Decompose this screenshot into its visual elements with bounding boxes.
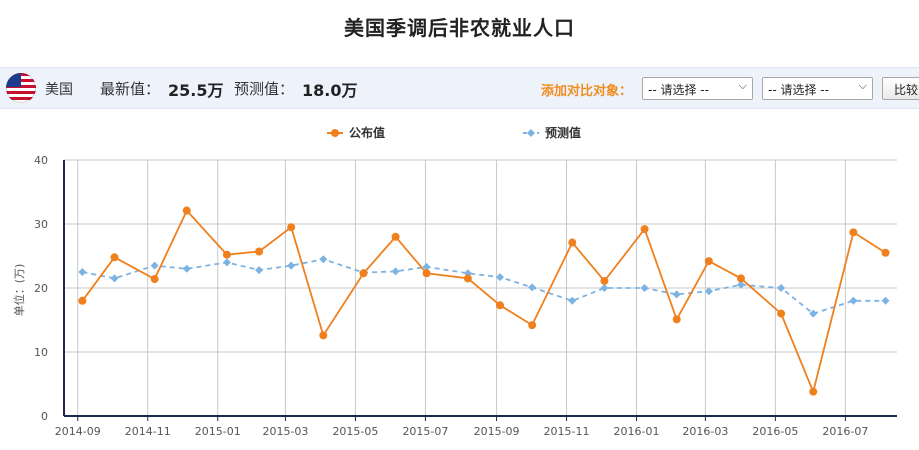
forecast-point[interactable] (528, 283, 537, 292)
forecast-point[interactable] (704, 287, 713, 296)
y-tick-label: 30 (34, 218, 48, 231)
series-published (78, 206, 890, 396)
published-point[interactable] (422, 269, 431, 278)
compare-select-2[interactable]: -- 请选择 -- ⌵ (762, 77, 873, 100)
published-point[interactable] (528, 321, 537, 330)
published-point[interactable] (359, 269, 368, 278)
y-tick-label: 10 (34, 346, 48, 359)
latest-value-label: 最新值： (100, 80, 161, 98)
published-point[interactable] (391, 232, 400, 241)
x-tick-label: 2016-03 (682, 425, 728, 438)
forecast-point[interactable] (736, 280, 745, 289)
forecast-point[interactable] (287, 261, 296, 270)
published-point[interactable] (736, 274, 745, 283)
published-point[interactable] (704, 257, 713, 266)
y-tick-label: 20 (34, 282, 48, 295)
published-point[interactable] (150, 275, 159, 284)
country-name: 美国 (45, 82, 73, 98)
published-point[interactable] (463, 274, 472, 283)
published-point[interactable] (672, 315, 681, 324)
published-point[interactable] (777, 309, 786, 318)
forecast-point[interactable] (78, 268, 87, 276)
chart: 公布值 预测值 0 10 20 30 40 2014-09 2014-11 2015-01 20… (12, 125, 897, 438)
series-forecast (78, 255, 890, 318)
published-point[interactable] (222, 250, 231, 259)
published-point[interactable] (182, 206, 191, 215)
forecast-line (82, 258, 886, 315)
y-axis-label: 单位：(万) (12, 264, 26, 317)
forecast-point[interactable] (496, 273, 505, 282)
x-tick-label: 2016-07 (822, 425, 868, 438)
forecast-point[interactable] (809, 309, 818, 318)
compare-select-1[interactable]: -- 请选择 -- ⌵ (642, 77, 753, 100)
x-tick-label: 2014-11 (125, 425, 171, 438)
x-tick-label: 2015-05 (332, 425, 378, 438)
forecast-point[interactable] (222, 258, 231, 267)
published-line (81, 208, 886, 395)
x-tick-label: 2015-09 (474, 425, 520, 438)
forecast-point[interactable] (672, 290, 681, 299)
us-flag-icon (6, 73, 36, 103)
forecast-point[interactable] (600, 284, 609, 292)
published-point[interactable] (255, 247, 264, 256)
latest-value: 25.5万 (168, 81, 224, 100)
forecast-value: 18.0万 (302, 81, 358, 100)
published-point[interactable] (600, 276, 609, 285)
published-point[interactable] (568, 238, 577, 247)
forecast-point[interactable] (150, 261, 159, 270)
grid (64, 159, 897, 416)
published-point[interactable] (849, 228, 858, 237)
x-tick-label: 2016-01 (614, 425, 660, 438)
forecast-value-label: 预测值： (234, 80, 295, 98)
x-tick-label: 2015-03 (262, 425, 308, 438)
compare-button[interactable]: 比较 (882, 77, 919, 100)
forecast-point[interactable] (640, 284, 649, 292)
legend-label-published: 公布值 (349, 125, 385, 140)
y-tick-label: 40 (34, 154, 48, 167)
x-tick-label: 2015-07 (402, 425, 448, 438)
compare-select-1-value: -- 请选择 -- (648, 83, 709, 97)
axes: 0 10 20 30 40 2014-09 2014-11 2015-01 2015-03 201… (34, 154, 897, 438)
forecast-point[interactable] (110, 274, 119, 283)
forecast-point[interactable] (568, 296, 577, 305)
legend-item-published[interactable]: 公布值 (327, 125, 385, 140)
page-title: 美国季调后非农就业人口 (344, 16, 575, 40)
compare-label: 添加对比对象： (541, 84, 633, 99)
compare-select-2-value: -- 请选择 -- (768, 83, 829, 97)
published-point[interactable] (881, 248, 890, 257)
forecast-point[interactable] (255, 266, 264, 275)
x-tick-label: 2014-09 (55, 425, 101, 438)
forecast-point[interactable] (422, 262, 431, 271)
published-point[interactable] (496, 301, 505, 310)
published-point[interactable] (640, 225, 649, 234)
published-point[interactable] (110, 253, 119, 262)
info-bar: 美国 最新值： 25.5万 预测值： 18.0万 添加对比对象： -- 请选择 … (0, 67, 919, 109)
forecast-point[interactable] (777, 284, 786, 292)
legend-label-forecast: 预测值 (545, 125, 581, 140)
legend: 公布值 预测值 (327, 125, 581, 140)
x-tick-label: 2015-11 (544, 425, 590, 438)
forecast-point[interactable] (319, 255, 328, 264)
published-point[interactable] (809, 387, 818, 396)
forecast-point[interactable] (182, 264, 191, 273)
chevron-down-icon: ⌵ (738, 79, 747, 92)
chevron-down-icon: ⌵ (858, 79, 867, 92)
series (78, 206, 890, 396)
legend-item-forecast[interactable]: 预测值 (523, 125, 581, 140)
x-tick-label: 2016-05 (752, 425, 798, 438)
x-tick-label: 2015-01 (195, 425, 241, 438)
forecast-point[interactable] (391, 267, 400, 276)
published-point[interactable] (287, 223, 296, 232)
published-point[interactable] (319, 331, 328, 340)
published-point[interactable] (78, 296, 87, 305)
forecast-point[interactable] (849, 296, 858, 305)
forecast-point[interactable] (881, 296, 890, 305)
y-tick-label: 0 (41, 410, 48, 423)
